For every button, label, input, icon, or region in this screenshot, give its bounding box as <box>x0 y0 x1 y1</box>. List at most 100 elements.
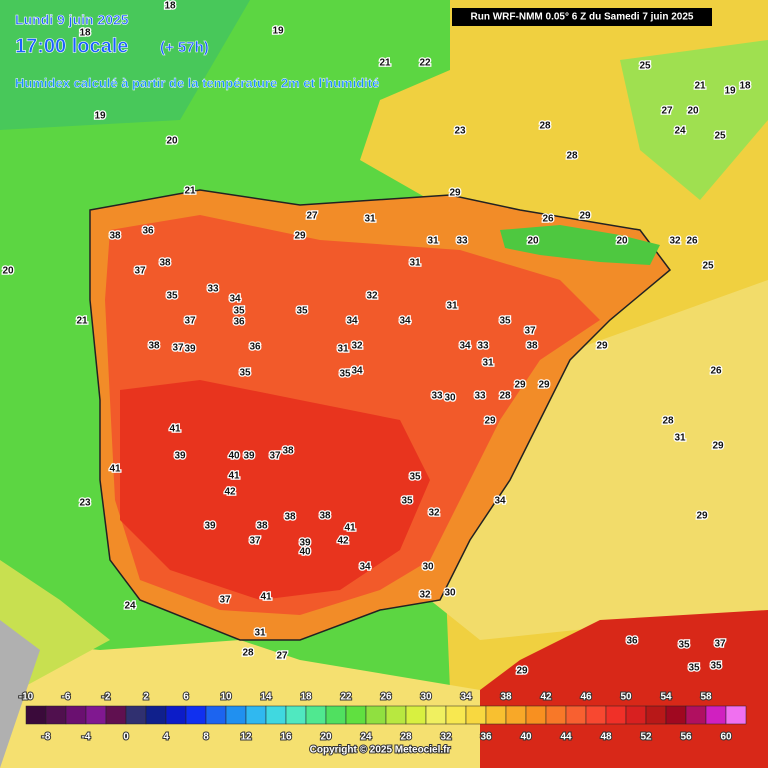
mediterranean <box>430 280 768 640</box>
contour-label: 39 <box>204 521 216 532</box>
contour-label: 34 <box>494 496 506 507</box>
contour-label: 26 <box>542 214 554 225</box>
contour-label: 20 <box>616 236 628 247</box>
legend-label: 46 <box>580 692 592 703</box>
contour-label: 32 <box>419 590 431 601</box>
legend-swatch <box>305 705 327 725</box>
contour-label: 33 <box>477 341 489 352</box>
legend-swatch <box>625 705 647 725</box>
contour-label: 22 <box>419 58 431 69</box>
contour-label: 42 <box>337 536 349 547</box>
contour-label: 34 <box>459 341 471 352</box>
contour-label: 23 <box>79 498 91 509</box>
legend-label: 50 <box>620 692 632 703</box>
legend-label: -8 <box>42 732 51 743</box>
legend-label: 58 <box>700 692 712 703</box>
legend-label: 16 <box>280 732 292 743</box>
contour-label: 30 <box>444 393 456 404</box>
legend-swatch <box>185 705 207 725</box>
legend-swatch <box>665 705 687 725</box>
contour-label: 37 <box>219 595 231 606</box>
contour-label: 33 <box>207 284 219 295</box>
contour-label: 38 <box>109 231 121 242</box>
contour-label: 27 <box>276 651 288 662</box>
run-info: Run WRF-NMM 0.05° 6 Z du Samedi 7 juin 2… <box>471 12 694 23</box>
contour-label: 36 <box>233 317 245 328</box>
legend-swatch <box>585 705 607 725</box>
contour-label: 31 <box>337 344 349 355</box>
contour-label: 36 <box>249 342 261 353</box>
contour-label: 31 <box>446 301 458 312</box>
contour-label: 38 <box>526 341 538 352</box>
contour-label: 27 <box>661 106 673 117</box>
legend-label: 24 <box>360 732 372 743</box>
contour-label: 34 <box>359 562 371 573</box>
contour-label: 38 <box>256 521 268 532</box>
contour-label: 37 <box>269 451 281 462</box>
contour-label: 19 <box>724 86 736 97</box>
contour-label: 19 <box>272 26 284 37</box>
contour-label: 37 <box>249 536 261 547</box>
legend-label: 4 <box>163 732 169 743</box>
contour-label: 33 <box>456 236 468 247</box>
legend-swatch <box>425 705 447 725</box>
copyright: Copyright © 2025 Meteociel.fr <box>310 745 451 756</box>
legend-swatch <box>265 705 287 725</box>
contour-label: 40 <box>299 547 311 558</box>
contour-label: 41 <box>109 464 121 475</box>
time: 17:00 locale <box>15 35 128 57</box>
contour-label: 36 <box>626 636 638 647</box>
contour-label: 29 <box>294 231 306 242</box>
contour-label: 40 <box>228 451 240 462</box>
contour-label: 26 <box>710 366 722 377</box>
contour-label: 32 <box>428 508 440 519</box>
legend-label: 20 <box>320 732 332 743</box>
contour-label: 35 <box>166 291 178 302</box>
legend-label: 40 <box>520 732 532 743</box>
contour-label: 35 <box>339 369 351 380</box>
contour-label: 28 <box>662 416 674 427</box>
legend-label: 22 <box>340 692 352 703</box>
contour-label: 33 <box>474 391 486 402</box>
contour-label: 18 <box>164 1 176 12</box>
legend-label: 12 <box>240 732 252 743</box>
contour-label: 34 <box>346 316 358 327</box>
contour-label: 28 <box>539 121 551 132</box>
contour-label: 41 <box>228 471 240 482</box>
contour-label: 33 <box>431 391 443 402</box>
contour-label: 35 <box>688 663 700 674</box>
contour-label: 37 <box>172 343 184 354</box>
legend-label: 18 <box>300 692 312 703</box>
legend-swatch <box>405 705 427 725</box>
contour-label: 37 <box>134 266 146 277</box>
contour-label: 34 <box>351 366 363 377</box>
contour-label: 18 <box>739 81 751 92</box>
contour-label: 28 <box>242 648 254 659</box>
contour-label: 29 <box>538 380 550 391</box>
contour-label: 37 <box>524 326 536 337</box>
run-box <box>452 8 712 26</box>
contour-label: 31 <box>674 433 686 444</box>
legend-label: 2 <box>143 692 149 703</box>
contour-label: 38 <box>284 512 296 523</box>
legend-label: -4 <box>82 732 91 743</box>
contour-label: 28 <box>566 151 578 162</box>
out-of-domain <box>0 620 40 768</box>
legend-swatch <box>85 705 107 725</box>
legend-label: 48 <box>600 732 612 743</box>
contour-label: 37 <box>184 316 196 327</box>
contour-label: 39 <box>299 538 311 549</box>
contour-label: 29 <box>712 441 724 452</box>
legend-swatch <box>45 705 67 725</box>
contour-label: 21 <box>379 58 391 69</box>
description: Humidex calculé à partir de la températu… <box>15 75 379 90</box>
contour-label: 19 <box>94 111 106 122</box>
pyrenees <box>500 225 660 265</box>
contour-label: 29 <box>596 341 608 352</box>
contour-label: 26 <box>686 236 698 247</box>
legend-label: 30 <box>420 692 432 703</box>
contour-label: 23 <box>454 126 466 137</box>
very-hot-zone <box>120 380 430 600</box>
legend-label: -2 <box>102 692 111 703</box>
